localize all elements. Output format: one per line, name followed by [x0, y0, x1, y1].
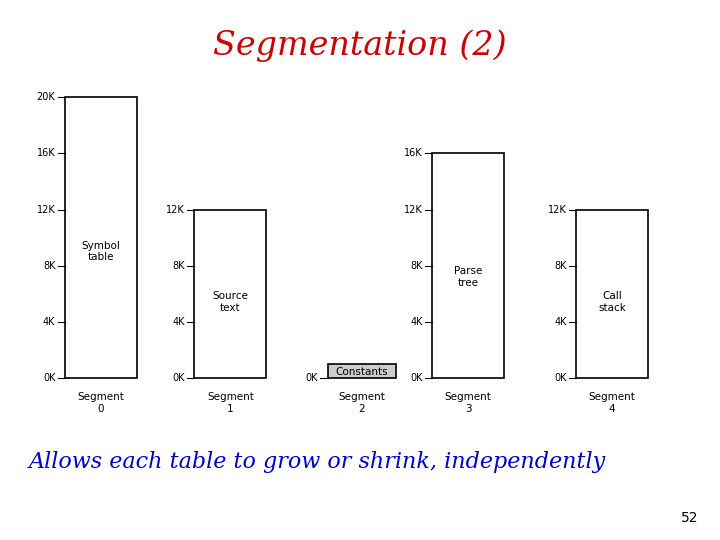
- Text: 12K: 12K: [37, 205, 55, 214]
- Bar: [432, 153, 504, 378]
- Text: 16K: 16K: [404, 148, 423, 158]
- Text: 4K: 4K: [43, 317, 55, 327]
- Text: 8K: 8K: [173, 261, 185, 271]
- Text: Segment
1: Segment 1: [207, 392, 254, 414]
- Text: Constants: Constants: [336, 367, 388, 377]
- Text: 0K: 0K: [306, 373, 318, 383]
- Text: Allows each table to grow or shrink, independently: Allows each table to grow or shrink, ind…: [29, 451, 606, 472]
- Bar: [576, 210, 648, 378]
- Bar: [328, 364, 396, 378]
- Text: 0K: 0K: [410, 373, 423, 383]
- Text: 12K: 12K: [166, 205, 185, 214]
- Text: 0K: 0K: [173, 373, 185, 383]
- Bar: [65, 97, 137, 378]
- Text: 16K: 16K: [37, 148, 55, 158]
- Text: 12K: 12K: [548, 205, 567, 214]
- Text: 52: 52: [681, 511, 698, 525]
- Text: Segment
3: Segment 3: [444, 392, 492, 414]
- Text: Segmentation (2): Segmentation (2): [213, 30, 507, 62]
- Text: 0K: 0K: [43, 373, 55, 383]
- Text: 0K: 0K: [554, 373, 567, 383]
- Text: 20K: 20K: [37, 92, 55, 102]
- Text: Source
text: Source text: [212, 292, 248, 313]
- Text: 12K: 12K: [404, 205, 423, 214]
- Text: 4K: 4K: [410, 317, 423, 327]
- Text: 4K: 4K: [554, 317, 567, 327]
- Text: Call
stack: Call stack: [598, 292, 626, 313]
- Text: Segment
0: Segment 0: [77, 392, 125, 414]
- Text: Segment
4: Segment 4: [588, 392, 636, 414]
- Text: Symbol
table: Symbol table: [81, 241, 120, 262]
- Text: Segment
2: Segment 2: [338, 392, 385, 414]
- Text: 8K: 8K: [554, 261, 567, 271]
- Text: 8K: 8K: [43, 261, 55, 271]
- Text: 4K: 4K: [173, 317, 185, 327]
- Bar: [194, 210, 266, 378]
- Text: Parse
tree: Parse tree: [454, 266, 482, 288]
- Text: 8K: 8K: [410, 261, 423, 271]
